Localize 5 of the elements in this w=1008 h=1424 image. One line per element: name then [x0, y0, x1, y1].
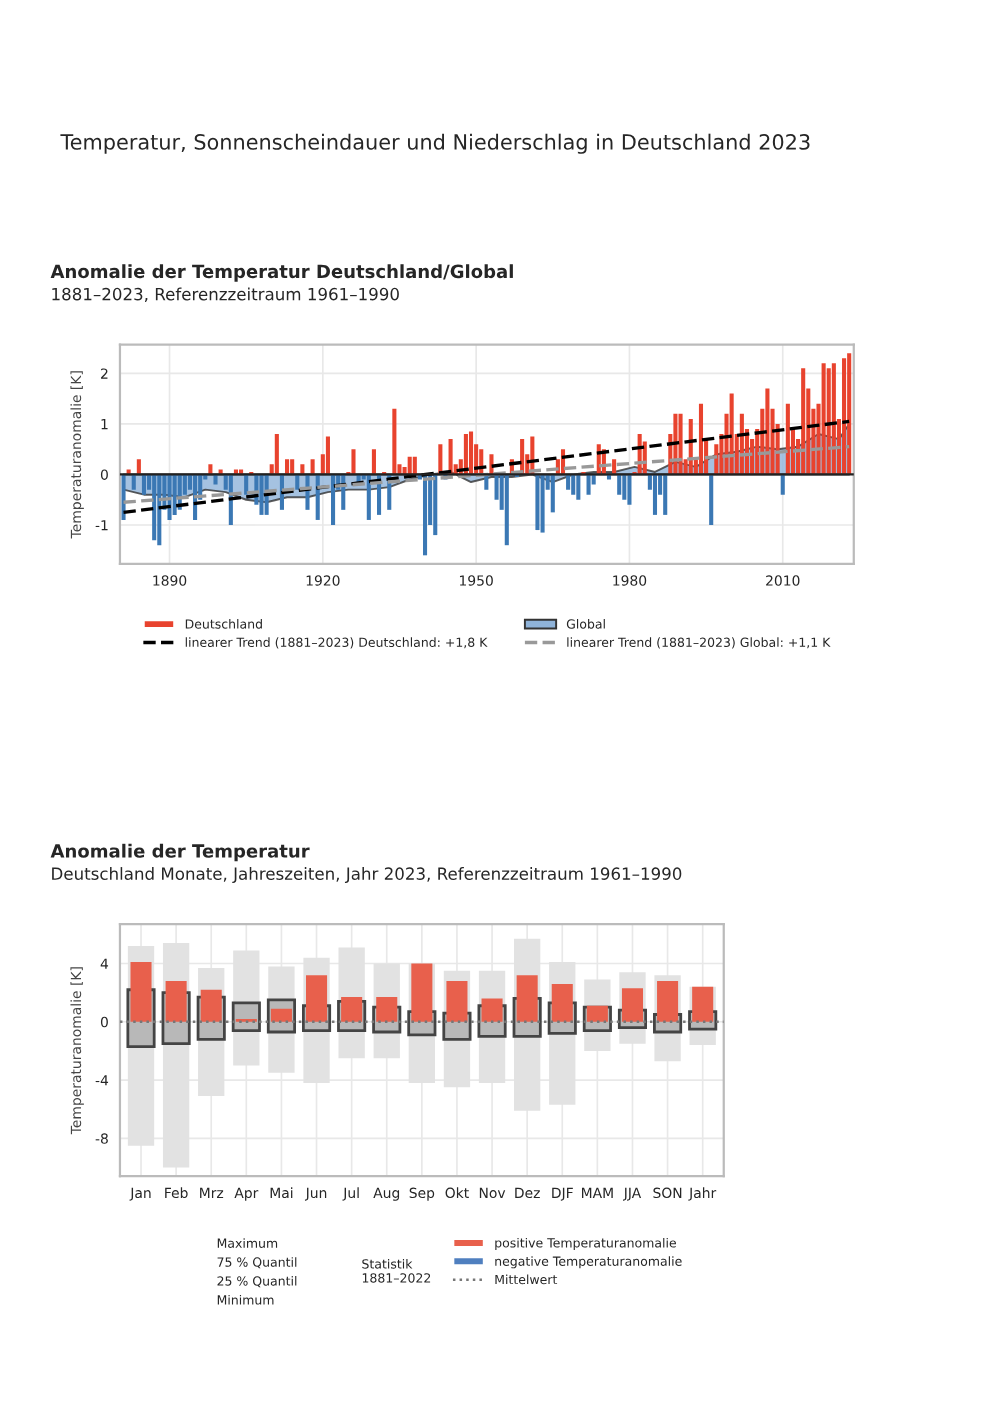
chart-subtitle: 1881–2023, Referenzzeitraum 1961–1990	[52, 287, 399, 303]
chart-title: Anomalie der Temperatur Deutschland/Global	[50, 264, 513, 282]
chart-subtitle: Deutschland Monate, Jahreszeiten, Jahr 2023, Referenzzeitraum 1961–1990	[52, 867, 682, 884]
chart-title: Anomalie der Temperatur	[50, 843, 310, 862]
text: Temperatur, Sonnenscheindauer und Niederschlag in Deutschland 2023	[60, 133, 810, 154]
